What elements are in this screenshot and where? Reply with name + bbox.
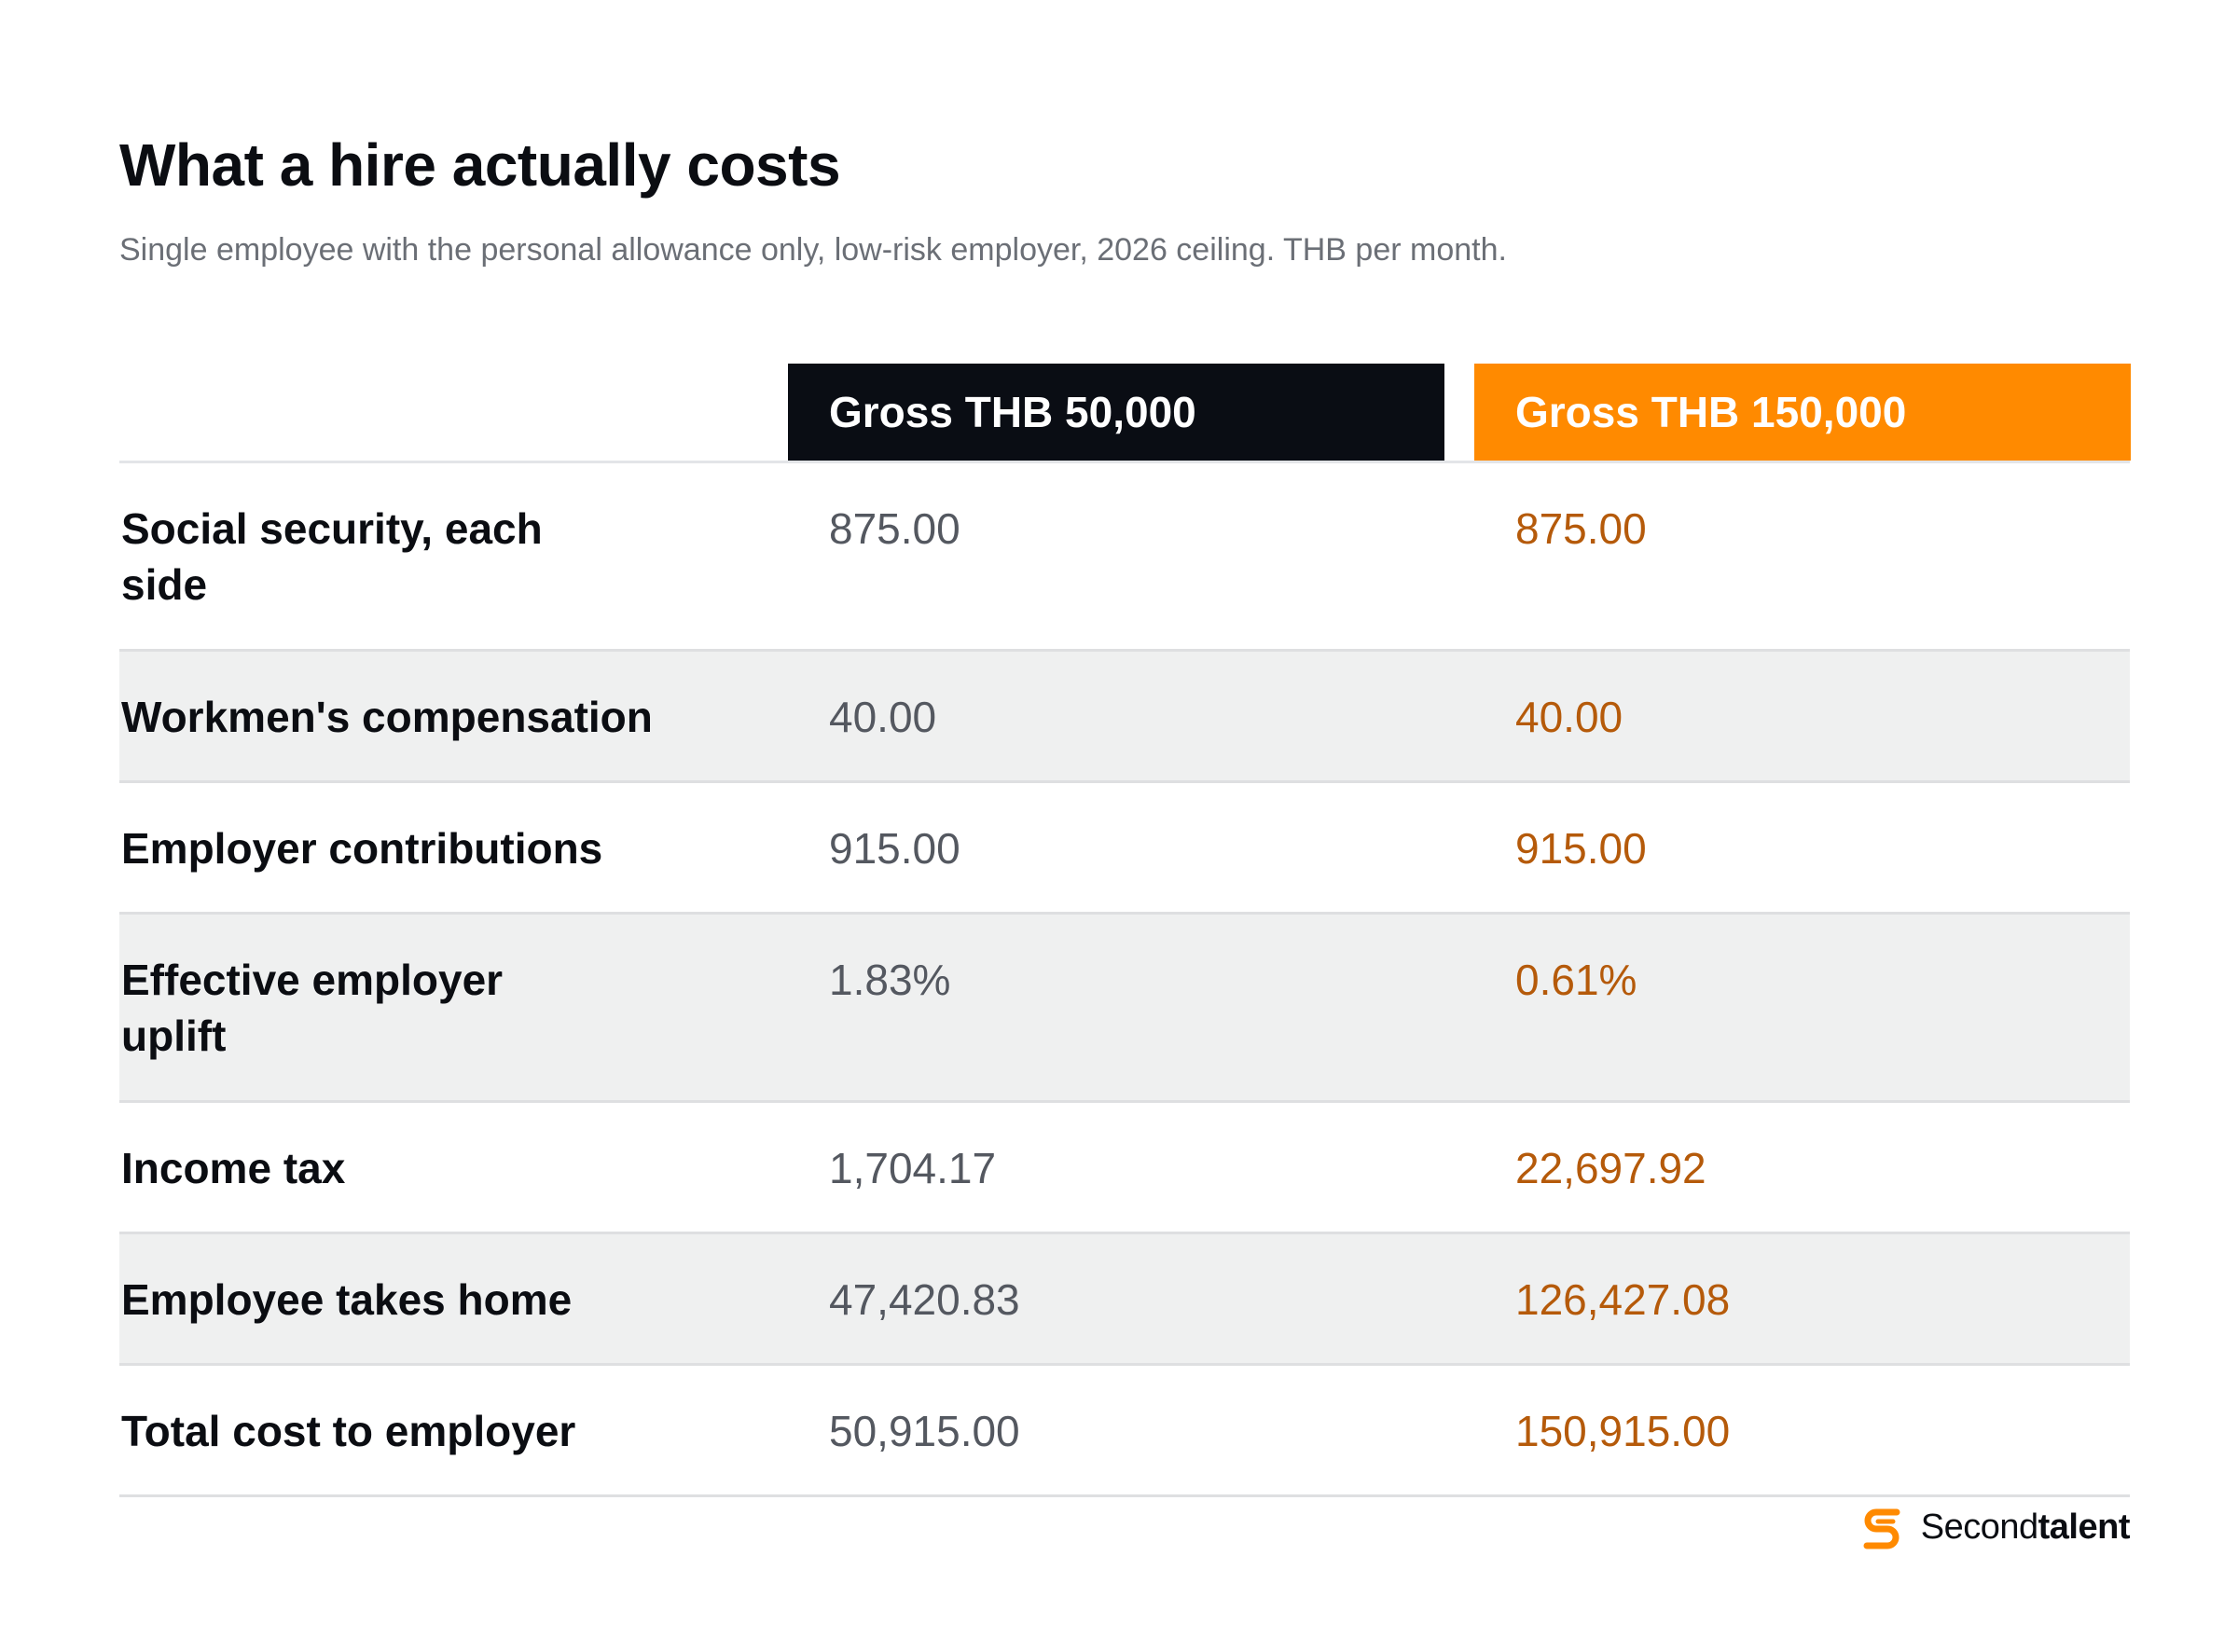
row-label: Workmen's compensation (121, 693, 653, 741)
cell-value-gross-50000: 1,704.17 (829, 1144, 997, 1192)
cell-value-gross-150000: 22,697.92 (1515, 1144, 1706, 1192)
cell-value-gross-150000: 915.00 (1515, 824, 1647, 873)
cell-value-gross-150000: 126,427.08 (1515, 1275, 1731, 1324)
row-label: Social security, each side (121, 504, 543, 609)
table-row: Employer contributions 915.00 915.00 (119, 783, 2130, 915)
row-label: Income tax (121, 1144, 346, 1192)
chart-title: What a hire actually costs (119, 131, 841, 199)
cost-comparison-table: Gross THB 50,000 Gross THB 150,000 Socia… (119, 364, 2131, 1497)
chart-subtitle: Single employee with the personal allowa… (119, 232, 1507, 268)
table-row: Effective employer uplift 1.83% 0.61% (119, 915, 2130, 1103)
cell-value-gross-50000: 915.00 (829, 824, 960, 873)
cell-value-gross-150000: 0.61% (1515, 956, 1637, 1004)
row-label: Total cost to employer (121, 1407, 576, 1455)
table-row: Employee takes home 47,420.83 126,427.08 (119, 1234, 2130, 1366)
cell-value-gross-150000: 150,915.00 (1515, 1407, 1731, 1455)
cell-value-gross-150000: 875.00 (1515, 504, 1647, 553)
row-label: Employee takes home (121, 1275, 573, 1324)
brand-name-bold: talent (2038, 1507, 2131, 1547)
table-row: Income tax 1,704.17 22,697.92 (119, 1103, 2130, 1234)
cell-value-gross-50000: 875.00 (829, 504, 960, 553)
column-header-gross-150000: Gross THB 150,000 (1474, 364, 2131, 461)
row-label: Employer contributions (121, 824, 603, 873)
row-label: Effective employer uplift (121, 956, 504, 1060)
cell-value-gross-50000: 47,420.83 (829, 1275, 1020, 1324)
cell-value-gross-50000: 40.00 (829, 693, 937, 741)
column-header-gross-50000: Gross THB 50,000 (788, 364, 1444, 461)
brand-logo: Secondtalent (1856, 1501, 2131, 1553)
table-row: Total cost to employer 50,915.00 150,915… (119, 1366, 2130, 1497)
cell-value-gross-50000: 1.83% (829, 956, 951, 1004)
cell-value-gross-150000: 40.00 (1515, 693, 1623, 741)
table-header-row: Gross THB 50,000 Gross THB 150,000 (119, 364, 2131, 463)
secondtalent-s-logo-icon (1863, 1508, 1900, 1549)
table-row: Social security, each side 875.00 875.00 (119, 463, 2130, 652)
table-row: Workmen's compensation 40.00 40.00 (119, 652, 2130, 783)
brand-name-regular: Second (1920, 1507, 2038, 1547)
cell-value-gross-50000: 50,915.00 (829, 1407, 1020, 1455)
brand-name: Secondtalent (1920, 1507, 2131, 1548)
